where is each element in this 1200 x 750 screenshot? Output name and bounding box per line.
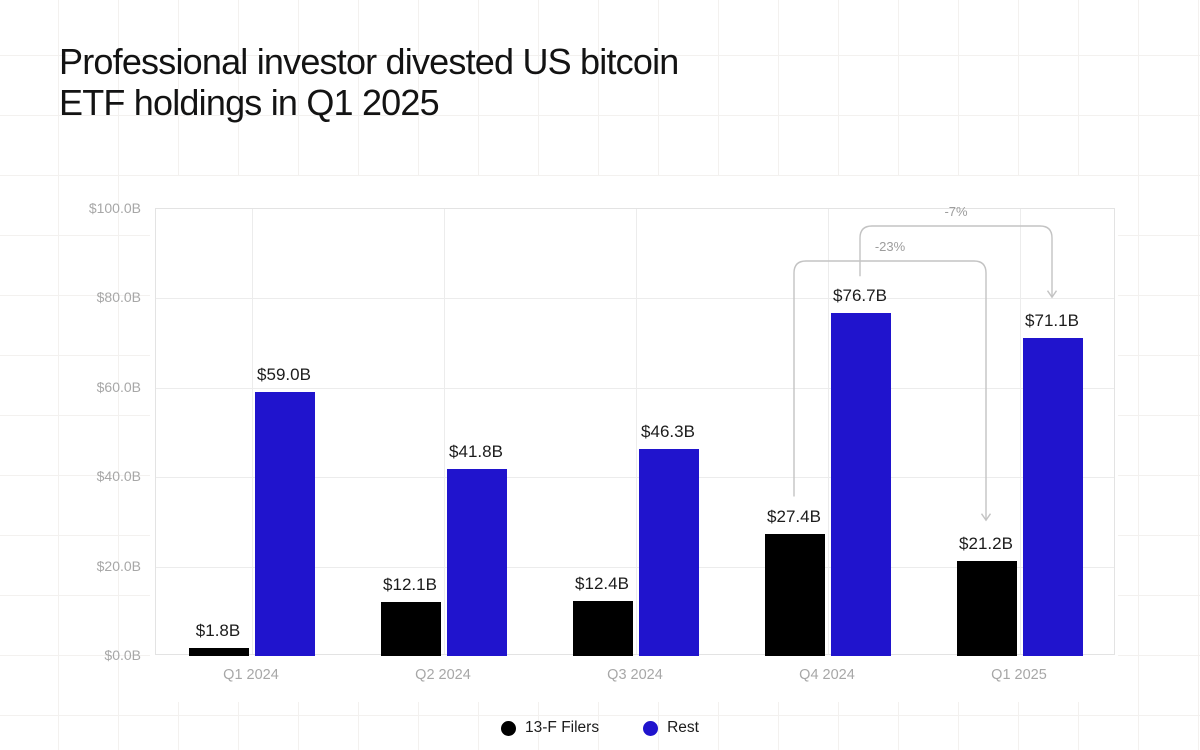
bar-rest-q2-2024: [447, 469, 507, 656]
legend-swatch-13-f-filers-icon: [501, 720, 517, 736]
x-axis-tick-label: Q2 2024: [415, 667, 471, 683]
annotation-label-7: -7%: [944, 204, 968, 219]
legend-item-13-f-filers: 13-F Filers: [501, 719, 599, 737]
x-axis-tick-label: Q1 2025: [991, 667, 1047, 683]
chart-title-line-2: ETF holdings in Q1 2025: [59, 82, 440, 123]
bar-value-label-rest-q2-2024: $41.8B: [449, 442, 503, 462]
x-axis-tick-label: Q3 2024: [607, 667, 663, 683]
bar-value-label-13-f-filers-q1-2025: $21.2B: [959, 534, 1013, 554]
bar-value-label-rest-q4-2024: $76.7B: [833, 286, 887, 306]
legend-swatch-rest-icon: [643, 720, 659, 736]
y-axis-tick-label: $80.0B: [96, 289, 141, 306]
y-axis-tick-label: $20.0B: [96, 557, 141, 574]
gridline-vertical: [1020, 209, 1021, 654]
chart-legend: 13-F Filers Rest: [0, 719, 1200, 737]
gridline-vertical: [828, 209, 829, 654]
x-axis-tick-label: Q1 2024: [223, 667, 279, 683]
chart-title-line-1: Professional investor divested US bitcoi…: [59, 41, 679, 82]
gridline-horizontal: [156, 477, 1114, 479]
bar-value-label-rest-q1-2025: $71.1B: [1025, 311, 1079, 331]
bar-value-label-rest-q3-2024: $46.3B: [641, 422, 695, 441]
bar-13-f-filers-q4-2024: [765, 533, 825, 656]
bar-13-f-filers-q1-2025: [957, 561, 1017, 656]
gridline-vertical: [636, 209, 637, 654]
bar-rest-q4-2024: [831, 313, 891, 656]
bar-value-label-13-f-filers-q4-2024: $27.4B: [767, 506, 821, 526]
bar-13-f-filers-q1-2024: [189, 648, 249, 656]
bar-13-f-filers-q2-2024: [381, 601, 441, 656]
gridline-horizontal: [156, 298, 1114, 300]
bar-rest-q1-2024: [255, 392, 315, 656]
bar-value-label-13-f-filers-q3-2024: $12.4B: [575, 573, 629, 593]
chart-title: Professional investor divested US bitcoi…: [59, 41, 679, 123]
bar-value-label-rest-q1-2024: $59.0B: [257, 365, 311, 385]
gridline-vertical: [252, 209, 253, 654]
legend-label-rest: Rest: [667, 719, 699, 736]
bar-value-label-13-f-filers-q1-2024: $1.8B: [195, 621, 241, 640]
gridline-vertical: [444, 209, 445, 654]
gridline-horizontal: [156, 566, 1114, 568]
y-axis-tick-label: $100.0B: [88, 200, 141, 216]
legend-item-rest: Rest: [643, 719, 699, 737]
legend-label-13-f-filers: 13-F Filers: [525, 719, 600, 736]
bar-13-f-filers-q3-2024: [573, 600, 633, 656]
y-axis-tick-label: $40.0B: [96, 468, 141, 485]
x-axis-tick-label: Q4 2024: [799, 667, 855, 683]
annotation-label-23: -23%: [874, 239, 906, 254]
bar-rest-q3-2024: [639, 449, 699, 656]
y-axis-tick-label: $60.0B: [96, 378, 141, 395]
y-axis-tick-label: $0.0B: [104, 647, 141, 663]
gridline-horizontal: [156, 387, 1114, 389]
bar-value-label-13-f-filers-q2-2024: $12.1B: [383, 574, 437, 594]
bar-rest-q1-2025: [1023, 338, 1083, 656]
